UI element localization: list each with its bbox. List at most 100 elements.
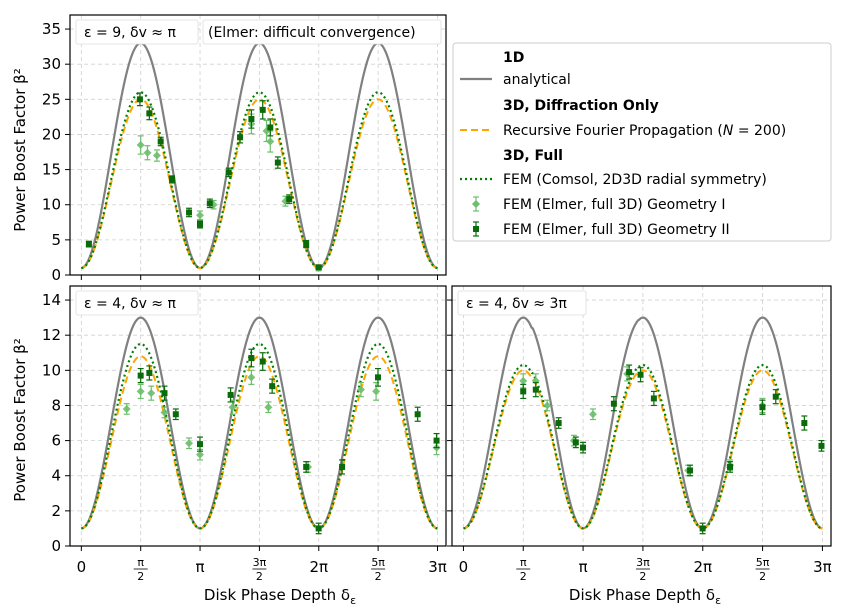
y-tick-label: 14 — [42, 291, 61, 309]
geom1-point — [122, 403, 131, 415]
x-tick-label: π — [520, 556, 527, 569]
geom2-point — [303, 461, 310, 473]
geom2-point — [772, 389, 779, 405]
series-analytical-line — [81, 316, 438, 530]
geom2-point — [85, 240, 92, 248]
geom1-point — [143, 145, 152, 161]
x-tick-label: 0 — [77, 558, 87, 576]
geom1-point — [185, 437, 194, 450]
x-tick-label-den: 2 — [256, 570, 263, 583]
geom2-point — [136, 92, 143, 107]
geom2-point — [626, 364, 633, 380]
geom1-point — [264, 401, 273, 414]
x-tick-label-den: 2 — [375, 570, 382, 583]
panel-title: ε = 4, δv ≈ 3π — [457, 290, 587, 316]
legend: 1D analytical 3D, Diffraction Only Recur… — [452, 42, 832, 242]
x-tick-label: 0 — [459, 558, 469, 576]
series-comsol-line — [463, 363, 823, 530]
panel-title: ε = 9, δv ≈ π — [75, 19, 199, 45]
geom2-point — [225, 167, 232, 178]
y-tick-label: 12 — [42, 326, 61, 344]
x-tick-label-den: 2 — [520, 570, 527, 583]
geom2-point — [274, 156, 281, 169]
x-tick-label: π — [137, 556, 144, 569]
y-tick-label: 10 — [42, 361, 61, 379]
geom2-point — [172, 408, 179, 421]
geom2-point — [186, 207, 193, 218]
geom2-point — [414, 406, 421, 422]
y-tick-label: 0 — [51, 266, 61, 284]
geom2-point — [248, 109, 255, 129]
geom2-point — [315, 522, 322, 535]
geom2-point — [206, 198, 213, 209]
axes-frame — [451, 285, 832, 547]
geom1-point — [136, 383, 145, 400]
y-tick-label: 35 — [42, 20, 61, 38]
legend-label-geom1: FEM (Elmer, full 3D) Geometry I — [503, 197, 726, 213]
geom2-point — [146, 106, 153, 121]
x-tick-label: 2π — [693, 558, 712, 576]
legend-label-analytical: analytical — [503, 72, 571, 88]
legend-label-comsol: FEM (Comsol, 2D3D radial symmetry) — [503, 172, 767, 188]
x-tick-label-den: 2 — [639, 570, 646, 583]
geom2-point — [374, 367, 381, 387]
y-tick-label: 25 — [42, 90, 61, 108]
geom2-point — [248, 348, 255, 368]
y-tick-label: 30 — [42, 55, 61, 73]
x-tick-label: 3π — [253, 556, 267, 569]
panel-top-left: 0 5 10 15 20 25 30 35 ε = 9, δv ≈ π (Elmer: diffi… — [42, 14, 447, 284]
x-tick-label: 3π — [636, 556, 650, 569]
geom2-point — [433, 432, 440, 449]
geom1-point — [588, 408, 597, 421]
x-tick-label: π — [196, 558, 205, 576]
panel-title-text: ε = 4, δv ≈ 3π — [466, 296, 567, 312]
y-tick-label: 8 — [51, 396, 61, 414]
geom2-point — [303, 239, 310, 249]
x-tick-label: π — [579, 558, 588, 576]
geom1-point — [356, 382, 365, 398]
geom2-point — [146, 365, 153, 381]
geom2-point — [286, 194, 293, 204]
legend-header-diffraction: 3D, Diffraction Only — [503, 98, 659, 114]
geom2-point — [801, 415, 808, 431]
geom2-point — [269, 378, 276, 394]
geom2-point — [196, 220, 203, 229]
legend-header-1d: 1D — [503, 50, 524, 66]
ylabel-top: Power Boost Factor β² — [11, 68, 29, 232]
geom2-point — [169, 175, 176, 184]
x-tick-label: 2π — [309, 558, 328, 576]
x-tick-label-den: 2 — [137, 570, 144, 583]
legend-label-geom2: FEM (Elmer, full 3D) Geometry II — [503, 222, 730, 238]
geom1-point — [160, 406, 169, 419]
geom2-point — [699, 522, 706, 535]
x-tick-label-den: 2 — [759, 570, 766, 583]
geom2-point — [555, 417, 562, 429]
geom2-point — [818, 439, 825, 452]
y-tick-label: 0 — [51, 537, 61, 555]
geom1-point — [136, 135, 145, 155]
geom2-point — [637, 367, 644, 383]
y-tick-label: 4 — [51, 467, 61, 485]
panel-title-text: ε = 9, δv ≈ π — [84, 25, 176, 41]
geom2-point — [727, 461, 734, 473]
xlabel-right: Disk Phase Depth δε — [569, 586, 721, 607]
geom1-point — [543, 399, 552, 412]
geom2-point — [520, 383, 527, 400]
geom2-point — [157, 136, 164, 147]
geom2-point — [759, 399, 766, 415]
x-tick-label: 5π — [756, 556, 770, 569]
geom2-point — [196, 436, 203, 452]
geom2-point — [267, 118, 274, 137]
panel-title: ε = 4, δv ≈ π — [75, 290, 199, 316]
geom1-point — [247, 369, 256, 385]
y-tick-label: 20 — [42, 125, 61, 143]
geom2-point — [161, 385, 168, 401]
series-rfp-line — [463, 369, 823, 530]
geom2-point — [237, 131, 244, 144]
geom1-point — [152, 149, 161, 162]
series-analytical-line — [463, 316, 823, 530]
xlabel-left: Disk Phase Depth δε — [204, 586, 356, 607]
geom2-point — [580, 441, 587, 454]
